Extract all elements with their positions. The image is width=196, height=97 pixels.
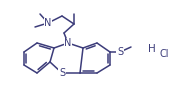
Text: H: H <box>148 44 156 54</box>
Text: N: N <box>64 38 72 48</box>
Text: N: N <box>44 18 52 28</box>
Text: S: S <box>117 47 123 57</box>
Text: S: S <box>59 68 65 78</box>
Text: Cl: Cl <box>160 49 170 59</box>
